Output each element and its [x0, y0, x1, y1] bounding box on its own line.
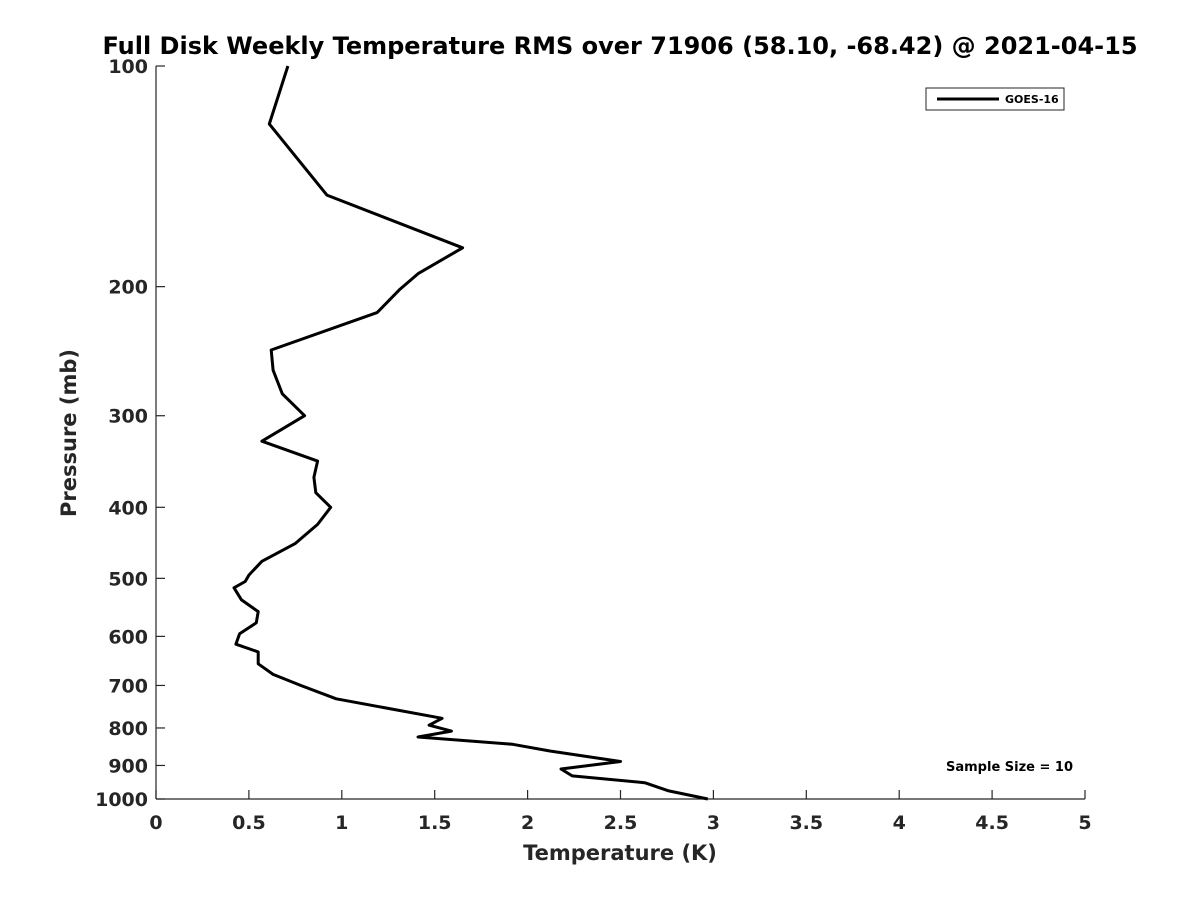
y-tick-label: 400: [108, 497, 148, 519]
x-tick-label: 0.5: [232, 812, 266, 834]
x-tick-label: 2.5: [604, 812, 638, 834]
x-tick-label: 2: [521, 812, 534, 834]
y-tick-label: 200: [108, 277, 148, 299]
y-axis-label: Pressure (mb): [57, 349, 81, 517]
sample-size-annotation: Sample Size = 10: [946, 760, 1073, 775]
x-tick-label: 4.5: [975, 812, 1009, 834]
x-tick-label: 5: [1078, 812, 1091, 834]
y-tick-label: 700: [108, 675, 148, 697]
y-tick-label: 900: [108, 755, 148, 777]
x-tick-label: 0: [149, 812, 162, 834]
legend: GOES-16: [925, 87, 1065, 111]
y-tick-label: 600: [108, 626, 148, 648]
x-tick-label: 3.5: [789, 812, 823, 834]
series-line-goes-16: [232, 65, 709, 801]
y-tick-label: 500: [108, 568, 148, 590]
x-axis-label: Temperature (K): [523, 841, 717, 865]
legend-label-goes-16: GOES-16: [1005, 93, 1059, 106]
y-tick-label: 300: [108, 406, 148, 428]
x-tick-label: 3: [707, 812, 720, 834]
y-ticks: 100 200 300 400 500 600 700 800 900 1000: [95, 56, 165, 811]
x-tick-label: 1: [335, 812, 348, 834]
x-tick-label: 4: [893, 812, 906, 834]
y-tick-label: 1000: [95, 789, 148, 811]
chart-title: Full Disk Weekly Temperature RMS over 71…: [102, 32, 1137, 60]
y-tick-label: 100: [108, 56, 148, 78]
x-tick-label: 1.5: [418, 812, 452, 834]
series-layer: [232, 65, 709, 801]
y-tick-label: 800: [108, 718, 148, 740]
x-ticks: 0 0.5 1 1.5 2 2.5 3 3.5 4 4.5 5: [149, 790, 1092, 834]
